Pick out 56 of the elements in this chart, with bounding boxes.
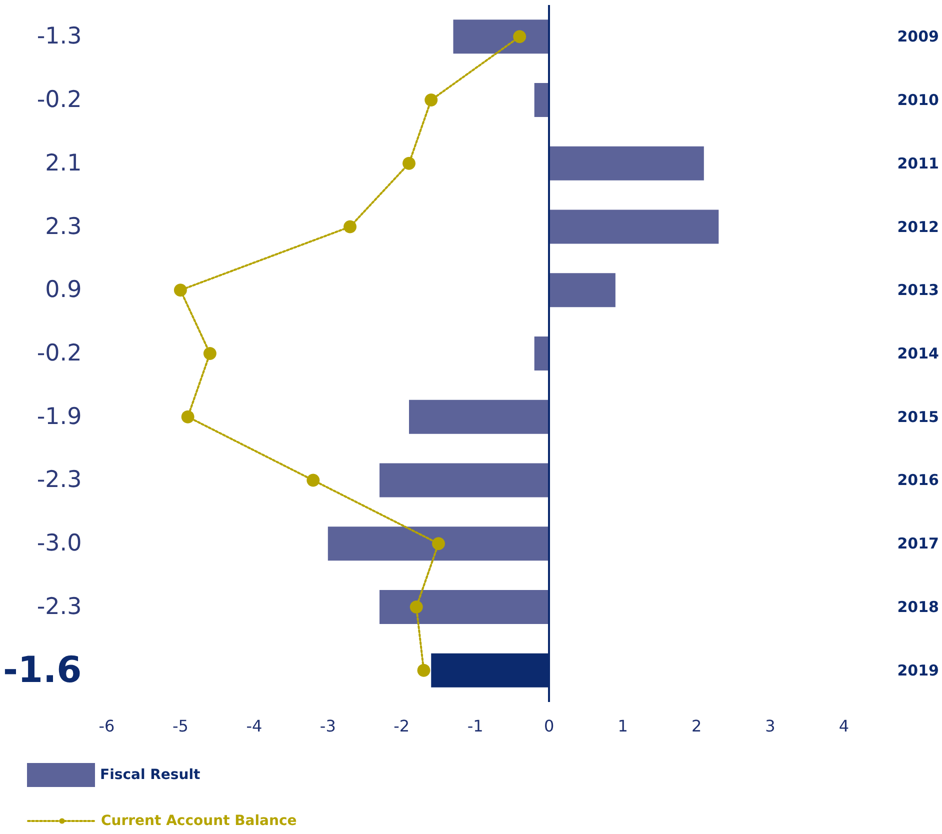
data-label: -2.3 — [36, 594, 82, 620]
data-label: -2.3 — [36, 467, 82, 494]
point — [417, 664, 430, 677]
data-label: 0.9 — [45, 277, 82, 304]
bar — [380, 590, 550, 624]
data-label: -0.2 — [36, 340, 82, 366]
x-tick-label: 2 — [691, 716, 702, 736]
y-tick-label: 2018 — [897, 598, 939, 616]
y-tick-label: 2012 — [897, 218, 939, 236]
point — [424, 94, 438, 107]
x-tick-label: 3 — [765, 716, 776, 736]
y-tick-label: 2013 — [897, 281, 939, 300]
bar — [549, 210, 719, 244]
y-tick-label: 2015 — [897, 408, 939, 426]
bar — [453, 20, 550, 54]
legend-label: Fiscal Result — [100, 767, 200, 783]
point — [410, 600, 423, 614]
x-tick-label: -5 — [172, 716, 188, 736]
data-label: 2.3 — [45, 214, 82, 240]
point — [344, 220, 357, 234]
point — [432, 537, 445, 550]
bar — [380, 463, 550, 498]
y-tick-label: 2010 — [897, 91, 939, 110]
point — [181, 410, 194, 424]
point — [513, 30, 526, 44]
point — [306, 474, 320, 487]
y-tick-label: 2011 — [897, 154, 939, 172]
bar — [534, 83, 550, 118]
point — [203, 347, 216, 360]
bar — [549, 273, 616, 308]
x-tick-label: -6 — [98, 716, 115, 736]
bar — [549, 146, 704, 180]
x-tick-label: -3 — [320, 716, 336, 736]
legend-label: Current Account Balance — [101, 813, 297, 829]
x-tick-label: 1 — [618, 716, 628, 736]
data-label: -3.0 — [36, 530, 82, 557]
x-tick-label: -4 — [246, 716, 262, 736]
point — [402, 156, 416, 170]
data-label: -1.9 — [36, 404, 82, 430]
data-label: -1.6 — [2, 650, 82, 691]
x-tick-label: -2 — [394, 716, 410, 736]
bar — [409, 400, 550, 434]
data-label: -0.2 — [36, 87, 82, 114]
x-tick-label: 4 — [838, 716, 850, 736]
x-tick-label: -1 — [467, 716, 484, 736]
x-tick-label: 0 — [544, 716, 554, 736]
data-label: -1.3 — [36, 24, 82, 50]
y-tick-label: 2009 — [897, 28, 939, 46]
bar — [534, 336, 550, 370]
bar — [328, 526, 550, 561]
data-label: 2.1 — [45, 150, 82, 176]
point — [174, 284, 187, 297]
y-tick-label: 2019 — [897, 661, 939, 680]
y-tick-label: 2016 — [897, 471, 939, 490]
y-tick-label: 2014 — [897, 344, 939, 362]
y-tick-label: 2017 — [897, 534, 939, 553]
